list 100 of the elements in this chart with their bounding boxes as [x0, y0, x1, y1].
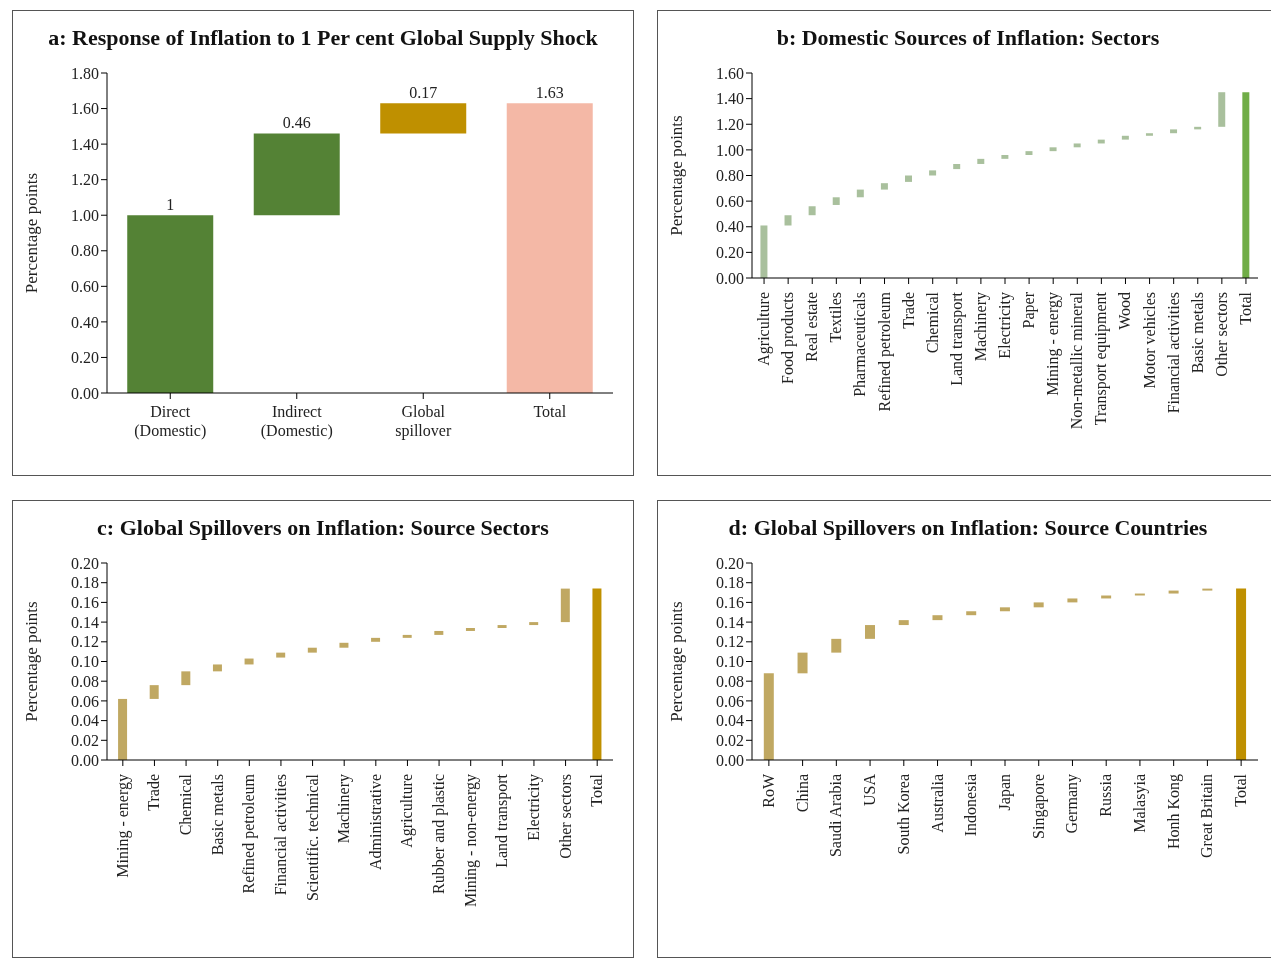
bar — [929, 170, 937, 176]
bar — [999, 607, 1010, 612]
bar — [592, 588, 602, 760]
bar — [181, 671, 191, 686]
bar — [966, 611, 977, 616]
y-tick-label: 0.80 — [716, 167, 744, 185]
bar — [808, 206, 816, 216]
x-tick-label: Mining - energy — [1044, 292, 1063, 396]
y-tick-label: 0.02 — [716, 731, 744, 749]
y-tick-label: 1.60 — [71, 100, 99, 118]
bar — [977, 158, 985, 164]
y-tick-label: 0.08 — [716, 672, 744, 690]
x-tick-label: Total — [1232, 773, 1250, 807]
y-axis-title: Percentage points — [667, 601, 687, 722]
x-tick-label: Financial activities — [1164, 292, 1182, 414]
bar — [763, 673, 774, 760]
x-tick-label: Basic metals — [1188, 292, 1206, 374]
x-tick-label: USA — [861, 773, 879, 807]
y-axis-title: Percentage points — [22, 601, 42, 722]
bar — [1170, 129, 1178, 134]
y-tick-label: 0.12 — [71, 633, 99, 651]
bar — [560, 588, 570, 623]
x-tick-label: Land transport — [493, 773, 512, 868]
x-tick-label: Machinery — [971, 292, 990, 362]
bar — [1067, 598, 1078, 603]
y-axis-title: Percentage points — [667, 115, 687, 236]
bar — [1073, 143, 1081, 148]
bar — [118, 698, 128, 760]
x-tick-label: Machinery — [335, 774, 354, 844]
x-tick-label: Electricity — [996, 292, 1014, 359]
x-tick-label: Motor vehicles — [1140, 292, 1158, 389]
x-tick-label: Direct (Domestic) — [134, 403, 207, 440]
x-tick-label: Scientific. technical — [303, 773, 321, 902]
bar — [1236, 588, 1247, 760]
bar — [880, 183, 888, 190]
bar — [865, 625, 876, 639]
y-tick-label: 0.12 — [716, 633, 744, 651]
x-tick-label: Malasyia — [1130, 774, 1149, 833]
y-tick-label: 0.20 — [71, 349, 99, 367]
x-tick-label: Administrative — [366, 774, 384, 870]
x-tick-label: Real estate — [803, 292, 821, 362]
data-label: 0.17 — [409, 84, 438, 102]
bar — [1168, 590, 1179, 594]
x-tick-label: Non-metallic mineral — [1068, 291, 1086, 430]
bar — [856, 189, 864, 198]
x-tick-label: Germany — [1063, 774, 1082, 834]
bar — [1033, 602, 1044, 608]
x-tick-label: Electricity — [524, 774, 543, 841]
y-tick-label: 0.16 — [71, 594, 99, 612]
x-tick-label: Financial activities — [271, 774, 289, 896]
bar — [339, 642, 349, 648]
y-tick-label: 0.00 — [71, 384, 99, 402]
x-tick-label: Chemical — [923, 291, 941, 354]
x-tick-label: Total — [1236, 291, 1254, 325]
x-tick-label: Great Britain — [1198, 774, 1216, 858]
bar — [932, 615, 943, 621]
x-tick-label: Food products — [779, 292, 798, 384]
y-tick-label: 0.10 — [716, 653, 744, 671]
y-tick-label: 0.06 — [71, 692, 99, 710]
y-tick-label: 1.40 — [71, 135, 99, 153]
x-tick-label: Japan — [996, 774, 1014, 811]
chart-title: d: Global Spillovers on Inflation: Source Countries — [727, 515, 1209, 541]
x-tick-label: Australia — [928, 774, 946, 833]
bar — [1025, 151, 1033, 155]
x-tick-label: Textiles — [827, 292, 845, 343]
y-tick-label: 1.80 — [71, 64, 99, 82]
x-tick-label: Paper — [1020, 291, 1039, 329]
y-tick-label: 0.14 — [716, 613, 744, 631]
x-tick-label: Trade — [145, 774, 163, 811]
y-tick-label: 0.08 — [71, 672, 99, 690]
y-tick-label: 0.00 — [716, 751, 744, 769]
bar — [497, 625, 507, 629]
bar — [371, 637, 381, 642]
bar — [1145, 133, 1153, 136]
bar — [1001, 155, 1009, 159]
bar — [212, 664, 222, 672]
bar — [253, 133, 340, 216]
x-tick-label: Refined petroleum — [240, 773, 259, 894]
chart-title: a: Response of Inflation to 1 Per cent Global Supply Shock — [47, 25, 599, 51]
bar — [1242, 92, 1250, 278]
y-tick-label: 0.20 — [716, 244, 744, 262]
x-tick-label: Russia — [1097, 774, 1115, 817]
bar — [784, 215, 792, 226]
y-tick-label: 0.18 — [716, 574, 744, 592]
y-tick-label: 0.02 — [71, 731, 99, 749]
bar — [797, 652, 808, 674]
y-tick-label: 0.60 — [71, 278, 99, 296]
y-axis-title: Percentage points — [22, 172, 42, 294]
y-tick-label: 0.20 — [71, 554, 99, 572]
x-tick-label: Singapore — [1029, 774, 1048, 839]
x-tick-label: RoW — [759, 773, 777, 808]
bar — [307, 647, 317, 653]
bar — [1121, 135, 1129, 140]
y-tick-label: 0.00 — [71, 751, 99, 769]
x-tick-label: China — [793, 774, 811, 813]
y-tick-label: 0.14 — [71, 613, 99, 631]
x-tick-label: Mining - non-energy — [461, 774, 480, 908]
x-tick-label: Global spillover — [395, 403, 452, 440]
bar — [402, 634, 412, 638]
bar — [953, 163, 961, 170]
